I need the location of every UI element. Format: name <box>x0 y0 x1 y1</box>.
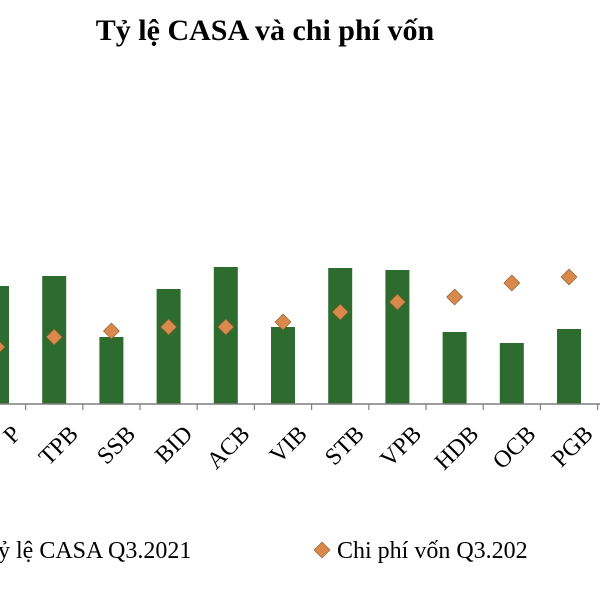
marker-p <box>0 341 6 353</box>
tick-label-acb: ACB <box>202 421 255 474</box>
marker-stb <box>331 303 349 321</box>
bar-pgb <box>557 329 581 404</box>
bar-vpb <box>385 270 410 404</box>
marker-ssb <box>102 322 120 340</box>
bar-ssb <box>99 337 124 404</box>
tick-label-bid: BID <box>151 421 199 469</box>
marker-pgb <box>560 268 578 286</box>
marker-hdb <box>446 288 464 306</box>
marker-vib <box>274 313 292 331</box>
chart-title: Tỷ lệ CASA và chi phí vốn <box>95 14 435 47</box>
x-axis <box>0 403 600 410</box>
legend: ỷ lệ CASA Q3.2021 Chi phí vốn Q3.202 <box>0 538 528 564</box>
bar-stb <box>328 268 353 404</box>
marker-acb <box>217 318 235 336</box>
cost-markers <box>0 268 578 353</box>
tick-label-vpb: VPB <box>376 421 427 472</box>
marker-ocb <box>503 274 521 292</box>
bar-hdb <box>442 332 467 404</box>
bar-bid <box>156 289 181 404</box>
tick-label-tpb: TPB <box>34 421 84 471</box>
marker-tpb <box>45 328 63 346</box>
casa-bars <box>0 267 581 404</box>
x-tick-labels: PTPBSSBBIDACBVIBSTBVPBHDBOCBPGBE <box>0 421 599 475</box>
bar-p <box>0 286 9 404</box>
marker-vpb <box>388 293 406 311</box>
tick-label-vib: VIB <box>265 421 313 469</box>
tick-label-stb: STB <box>320 421 370 471</box>
legend-diamond-icon <box>313 541 331 559</box>
tick-label-pgb: PGB <box>547 421 598 472</box>
legend-label-casa: ỷ lệ CASA Q3.2021 <box>0 538 191 564</box>
tick-label-ocb: OCB <box>488 421 541 474</box>
bar-vib <box>271 327 295 404</box>
legend-label-cost: Chi phí vốn Q3.202 <box>337 538 528 564</box>
marker-bid <box>160 318 178 336</box>
tick-label-hdb: HDB <box>430 421 484 475</box>
tick-label-p: P <box>0 421 27 449</box>
tick-label-ssb: SSB <box>92 421 141 470</box>
bar-ocb <box>499 343 524 404</box>
bar-acb <box>213 267 238 404</box>
